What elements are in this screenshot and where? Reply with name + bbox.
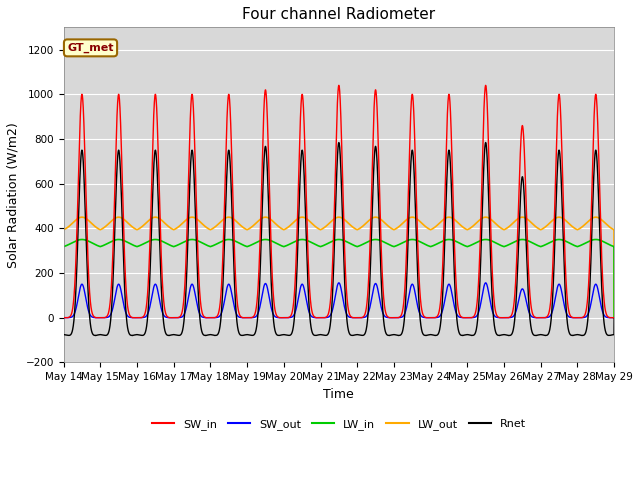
LW_out — [463, 227, 470, 232]
LW_in — [611, 315, 618, 321]
LW_out — [610, 227, 618, 232]
Rnet — [159, 307, 166, 312]
SW_out — [493, 314, 501, 320]
Line: SW_out: SW_out — [63, 283, 614, 318]
Title: Four channel Radiometer: Four channel Radiometer — [243, 7, 435, 22]
SW_out — [462, 315, 470, 321]
LW_out — [60, 227, 67, 233]
SW_in — [432, 314, 440, 320]
SW_in — [60, 315, 67, 321]
SW_in — [159, 281, 166, 287]
Rnet — [610, 332, 618, 337]
SW_out — [610, 315, 618, 321]
X-axis label: Time: Time — [323, 388, 354, 401]
Line: LW_out: LW_out — [63, 217, 614, 318]
SW_out — [482, 280, 490, 286]
Rnet — [318, 332, 326, 338]
Rnet — [60, 332, 67, 337]
SW_in — [493, 313, 501, 319]
Text: GT_met: GT_met — [67, 43, 114, 53]
Rnet — [482, 140, 490, 145]
Rnet — [462, 332, 470, 337]
LW_out — [432, 224, 440, 229]
SW_in — [611, 315, 618, 321]
SW_out — [159, 310, 166, 315]
LW_in — [493, 241, 501, 247]
LW_out — [319, 226, 326, 232]
LW_in — [463, 243, 470, 249]
SW_out — [60, 315, 67, 321]
SW_out — [318, 315, 326, 321]
Rnet — [493, 332, 501, 338]
Line: Rnet: Rnet — [63, 143, 614, 336]
LW_in — [610, 243, 618, 249]
Rnet — [432, 333, 440, 338]
Rnet — [505, 333, 513, 338]
SW_in — [482, 83, 490, 88]
Line: SW_in: SW_in — [63, 85, 614, 318]
Rnet — [611, 315, 618, 321]
SW_in — [462, 315, 470, 321]
LW_in — [159, 239, 166, 244]
LW_in — [60, 244, 67, 250]
LW_out — [611, 315, 618, 321]
Legend: SW_in, SW_out, LW_in, LW_out, Rnet: SW_in, SW_out, LW_in, LW_out, Rnet — [147, 415, 531, 434]
Y-axis label: Solar Radiation (W/m2): Solar Radiation (W/m2) — [7, 122, 20, 268]
LW_in — [319, 243, 326, 249]
LW_in — [78, 237, 86, 242]
SW_out — [432, 315, 440, 321]
Line: LW_in: LW_in — [63, 240, 614, 318]
LW_out — [493, 222, 501, 228]
SW_in — [318, 315, 326, 321]
LW_in — [432, 241, 440, 247]
SW_out — [611, 315, 618, 321]
SW_in — [610, 315, 618, 321]
LW_out — [78, 214, 86, 220]
LW_out — [159, 218, 166, 224]
